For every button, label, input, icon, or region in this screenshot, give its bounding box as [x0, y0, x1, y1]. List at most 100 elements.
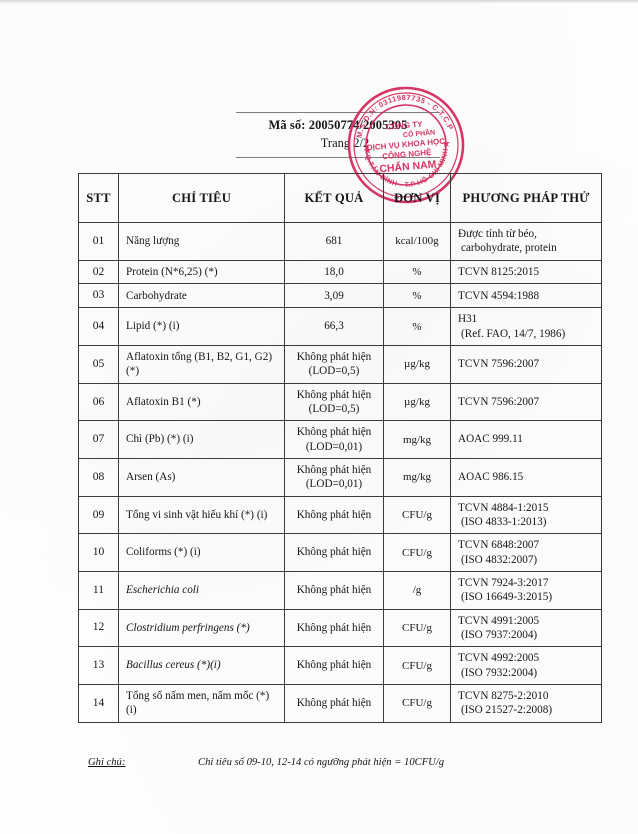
cell-ket-qua-value: Không phát hiện: [296, 350, 372, 363]
cell-method-line-1: TCVN 7924-3:2017: [458, 576, 549, 589]
cell-method-line-2: (ISO 7932:2004): [461, 666, 538, 679]
cell-don-vi: mg/kg: [383, 457, 451, 497]
cell-don-vi: CFU/g: [383, 533, 451, 572]
cell-ket-qua-lod: (LOD=0,5): [308, 365, 360, 378]
table-row: 08 Arsen (As) Không phát hiện (LOD=0,01) mg/…: [78, 457, 602, 497]
cell-don-vi: %: [383, 259, 451, 285]
test-results-table: STT CHỈ TIÊU KẾT QUẢ ĐƠN VỊ PHƯƠNG PHÁP …: [78, 173, 602, 723]
cell-stt: 04: [78, 307, 119, 346]
column-header-stt: STT: [78, 173, 119, 223]
cell-phuong-phap-thu: TCVN 8275-2:2010 (ISO 21527-2:2008): [450, 683, 602, 723]
cell-method-line-1: Được tính từ béo,: [458, 228, 537, 240]
cell-method-line-1: AOAC 986.15: [458, 471, 524, 484]
cell-stt: 05: [78, 344, 119, 384]
cell-ket-qua: Không phát hiện (LOD=0,01): [284, 457, 384, 497]
cell-ket-qua: Không phát hiện: [284, 646, 384, 685]
document-header: Mã số: 20050774/2005305 Trang 2/2: [236, 112, 440, 158]
cell-ket-qua-value: Không phát hiện: [296, 508, 372, 521]
cell-ket-qua: 681: [284, 222, 384, 261]
cell-method-line-1: AOAC 999.11: [458, 433, 523, 446]
page-top-edge: [0, 0, 638, 3]
footnote-label: Ghi chú:: [88, 757, 126, 768]
footnote: Ghi chú: Chỉ tiêu số 09-10, 12-14 có ngư…: [88, 757, 608, 768]
cell-don-vi: %: [383, 283, 451, 309]
sample-code: Mã số: 20050774/2005305: [268, 118, 408, 132]
cell-chi-tieu: Coliforms (*) (i): [118, 533, 285, 572]
cell-chi-tieu: Năng lượng: [118, 222, 285, 261]
cell-stt: 10: [78, 533, 119, 572]
cell-stt: 14: [78, 683, 119, 723]
table-body: 01 Năng lượng 681 kcal/100g Được tính từ béo…: [78, 222, 602, 723]
table-row: 01 Năng lượng 681 kcal/100g Được tính từ béo…: [78, 222, 602, 261]
cell-ket-qua: Không phát hiện: [284, 683, 384, 723]
cell-method-line-2: (ISO 21527-2:2008): [461, 704, 553, 717]
cell-phuong-phap-thu: AOAC 986.15: [450, 457, 602, 497]
cell-method-line-2: (ISO 16649-3:2015): [461, 591, 553, 604]
column-header-chi-tieu: CHỈ TIÊU: [118, 173, 285, 223]
cell-phuong-phap-thu: TCVN 7596:2007: [450, 382, 602, 422]
cell-phuong-phap-thu: TCVN 4991:2005 (ISO 7937:2004): [450, 608, 602, 648]
cell-ket-qua: Không phát hiện (LOD=0,5): [284, 382, 384, 422]
cell-ket-qua-value: 18,0: [324, 265, 344, 278]
cell-chi-tieu: Carbohydrate: [118, 283, 285, 309]
cell-stt: 11: [78, 570, 119, 610]
cell-chi-tieu: Lipid (*) (i): [118, 307, 285, 346]
cell-stt: 12: [78, 608, 119, 648]
cell-don-vi: /g: [383, 570, 451, 610]
cell-chi-tieu-text: Clostridium perfringens (*): [126, 621, 250, 634]
cell-don-vi: kcal/100g: [383, 222, 451, 261]
cell-chi-tieu: Bacillus cereus (*)(i): [118, 646, 285, 685]
cell-don-vi: µg/kg: [383, 344, 451, 384]
page-number: Trang 2/2: [320, 136, 370, 150]
cell-ket-qua-lod: (LOD=0,5): [308, 402, 360, 415]
cell-don-vi: µg/kg: [383, 382, 451, 422]
cell-phuong-phap-thu: AOAC 999.11: [450, 420, 602, 459]
cell-don-vi: CFU/g: [383, 495, 451, 535]
cell-ket-qua-value: 3,09: [324, 289, 344, 302]
cell-ket-qua-value: 66,3: [324, 320, 344, 333]
cell-chi-tieu-text: Escherichia coli: [126, 584, 200, 597]
cell-stt: 03: [78, 283, 119, 309]
cell-phuong-phap-thu: TCVN 4992:2005 (ISO 7932:2004): [450, 646, 602, 685]
cell-ket-qua: 66,3: [284, 307, 384, 346]
cell-ket-qua: 18,0: [284, 259, 384, 285]
cell-chi-tieu: Arsen (As): [118, 457, 285, 497]
cell-method-line-1: TCVN 7596:2007: [458, 395, 540, 408]
table-row: 02 Protein (N*6,25) (*) 18,0% TCVN 8125:201…: [78, 259, 602, 285]
cell-phuong-phap-thu: Được tính từ béo, carbohydrate, protein: [450, 222, 602, 261]
cell-ket-qua: Không phát hiện: [284, 570, 384, 610]
cell-don-vi: CFU/g: [383, 683, 451, 723]
cell-phuong-phap-thu: TCVN 8125:2015: [450, 259, 602, 285]
cell-chi-tieu: Escherichia coli: [118, 570, 285, 610]
table-row: 12 Clostridium perfringens (*) Không phát …: [78, 608, 602, 648]
cell-ket-qua-value: Không phát hiện: [296, 546, 372, 559]
cell-method-line-1: TCVN 4991:2005: [458, 614, 540, 627]
cell-stt: 13: [78, 646, 119, 685]
column-header-phuong-phap-thu: PHƯƠNG PHÁP THỬ: [450, 173, 602, 223]
cell-ket-qua-value: 681: [325, 235, 343, 248]
cell-ket-qua-lod: (LOD=0,01): [305, 440, 363, 453]
cell-chi-tieu: Chì (Pb) (*) (i): [118, 420, 285, 459]
cell-phuong-phap-thu: TCVN 6848:2007 (ISO 4832:2007): [450, 533, 602, 572]
table-row: 11 Escherichia coli Không phát hiện/g TCVN …: [78, 570, 602, 610]
cell-method-line-1: TCVN 7596:2007: [458, 358, 540, 371]
cell-stt: 02: [78, 259, 119, 285]
table-row: 06 Aflatoxin B1 (*) Không phát hiện (LOD=0,…: [78, 382, 602, 422]
cell-method-line-1: TCVN 6848:2007: [458, 539, 540, 552]
cell-phuong-phap-thu: TCVN 7596:2007: [450, 344, 602, 384]
cell-chi-tieu-text: Bacillus cereus (*)(i): [126, 659, 221, 672]
cell-ket-qua-value: Không phát hiện: [296, 584, 372, 597]
table-header-row: STT CHỈ TIÊU KẾT QUẢ ĐƠN VỊ PHƯƠNG PHÁP …: [78, 173, 602, 223]
cell-ket-qua: Không phát hiện (LOD=0,01): [284, 420, 384, 459]
cell-chi-tieu: Tổng số nấm men, nấm mốc (*) (i): [118, 683, 285, 723]
cell-stt: 09: [78, 495, 119, 535]
cell-ket-qua-value: Không phát hiện: [296, 697, 372, 710]
table-row: 07 Chì (Pb) (*) (i) Không phát hiện (LOD=0,…: [78, 420, 602, 459]
cell-ket-qua-value: Không phát hiện: [296, 621, 372, 634]
cell-method-line-1: TCVN 4594:1988: [458, 289, 540, 302]
stamp-star-right-icon: ★: [442, 138, 452, 149]
cell-phuong-phap-thu: TCVN 7924-3:2017 (ISO 16649-3:2015): [450, 570, 602, 610]
cell-method-line-2: (ISO 4832:2007): [461, 553, 538, 566]
cell-phuong-phap-thu: TCVN 4884-1:2015 (ISO 4833-1:2013): [450, 495, 602, 535]
